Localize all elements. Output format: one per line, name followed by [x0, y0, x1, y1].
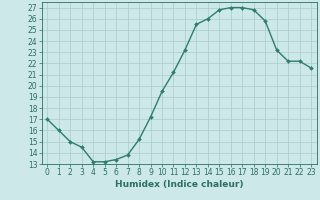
X-axis label: Humidex (Indice chaleur): Humidex (Indice chaleur): [115, 180, 244, 189]
